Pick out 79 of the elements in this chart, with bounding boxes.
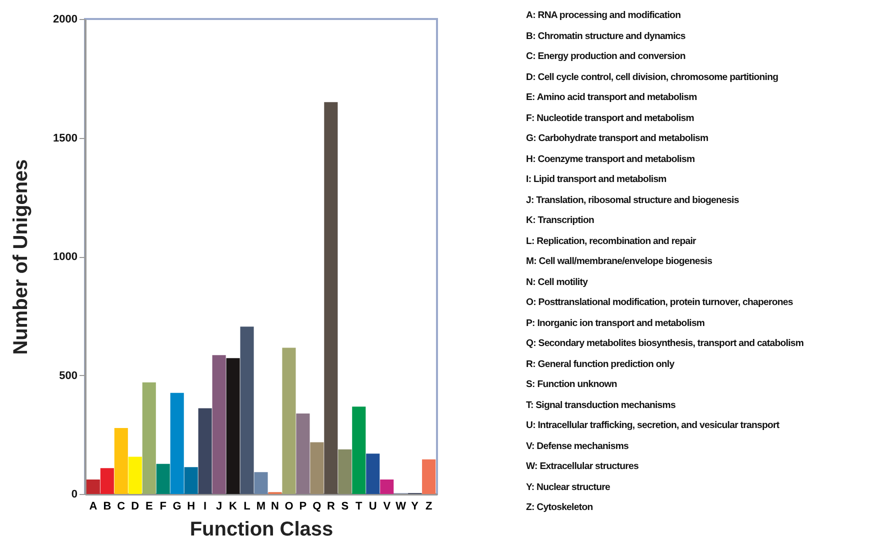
text: P: Inorganic ion transport and metabolism [526, 316, 706, 330]
bar [366, 454, 380, 494]
text: B: Chromatin structure and dynamics [526, 30, 686, 44]
text: Y: Nuclear structure [526, 480, 611, 494]
text: K: Transcription [526, 214, 595, 228]
y-tick-label: 2000 [53, 14, 78, 26]
x-tick-label: L [244, 500, 251, 512]
bar [86, 480, 100, 494]
x-tick-label: B [103, 500, 112, 512]
text: W: Extracellular structures [526, 460, 640, 474]
text: N: Cell motility [526, 276, 589, 290]
x-tick-label: C [117, 500, 126, 512]
bar [128, 456, 142, 494]
text: S: Function unknown [526, 378, 618, 392]
bar [156, 464, 170, 494]
x-tick-label: O [284, 500, 294, 512]
text: J: Translation, ribosomal structure and biogenesis [526, 194, 740, 208]
x-tick-label: T [356, 500, 363, 512]
x-tick-label: E [145, 500, 153, 512]
x-tick-label: A [89, 500, 98, 512]
text: Z: Cytoskeleton [526, 501, 594, 515]
x-axis-title: Function Class [190, 518, 334, 540]
text: Q: Secondary metabolites biosynthesis, transport and catabolism [526, 337, 804, 351]
x-tick-label: G [172, 500, 182, 512]
x-tick-label: V [383, 500, 392, 512]
text: F: Nucleotide transport and metabolism [526, 112, 695, 126]
y-axis-title: Number of Unigenes [10, 159, 32, 355]
bar [254, 472, 268, 494]
bar [310, 442, 324, 494]
y-tick-label: 500 [59, 370, 78, 382]
bar [142, 382, 156, 494]
x-tick-label: N [271, 500, 280, 512]
text: E: Amino acid transport and metabolism [526, 91, 698, 105]
x-tick-label: Y [411, 500, 420, 512]
x-tick-label: J [216, 500, 222, 512]
bar [352, 406, 366, 494]
bar [296, 413, 310, 494]
bar [198, 408, 212, 494]
bar [114, 428, 128, 494]
x-tick-label: F [160, 500, 167, 512]
text: A: RNA processing and modification [526, 9, 682, 23]
x-tick-label: R [326, 500, 335, 512]
text: U: Intracellular trafficking, secretion, and vesicular transport [526, 419, 780, 433]
bar [282, 348, 296, 494]
x-tick-label: Q [312, 500, 322, 512]
text: O: Posttranslational modification, protein turnover, chaperones [526, 296, 794, 310]
text: L: Replication, recombination and repair [526, 234, 698, 248]
x-tick-label: W [396, 500, 407, 512]
text: V: Defense mechanisms [526, 440, 630, 454]
y-tick-label: 1000 [53, 251, 78, 263]
x-tick-label: D [131, 500, 140, 512]
bar [170, 392, 184, 494]
x-tick-label: P [299, 500, 307, 512]
bar [184, 467, 198, 494]
bar [422, 459, 436, 494]
bar [226, 358, 240, 494]
text: I: Lipid transport and metabolism [526, 173, 668, 187]
bar [324, 102, 338, 494]
bar [212, 355, 226, 494]
x-tick-label: Z [425, 500, 432, 512]
y-tick-label: 0 [71, 488, 78, 500]
bar [240, 326, 254, 494]
x-tick-label: M [256, 500, 266, 512]
text: D: Cell cycle control, cell division, chromosome partitioning [526, 70, 780, 84]
y-tick-label: 1500 [53, 132, 78, 144]
text: T: Signal transduction mechanisms [526, 398, 676, 412]
bar [338, 449, 352, 494]
text: M: Cell wall/membrane/envelope biogenesis [526, 255, 714, 269]
x-tick-label: S [341, 500, 349, 512]
x-tick-label: K [229, 500, 238, 512]
x-tick-label: U [368, 500, 377, 512]
text: H: Coenzyme transport and metabolism [526, 152, 696, 166]
bar [380, 480, 394, 494]
text: G: Carbohydrate transport and metabolism [526, 132, 710, 146]
x-tick-label: I [204, 500, 207, 512]
text: C: Energy production and conversion [526, 50, 686, 64]
text: R: General function prediction only [526, 358, 676, 372]
x-tick-label: H [187, 500, 196, 512]
bar [100, 468, 114, 494]
